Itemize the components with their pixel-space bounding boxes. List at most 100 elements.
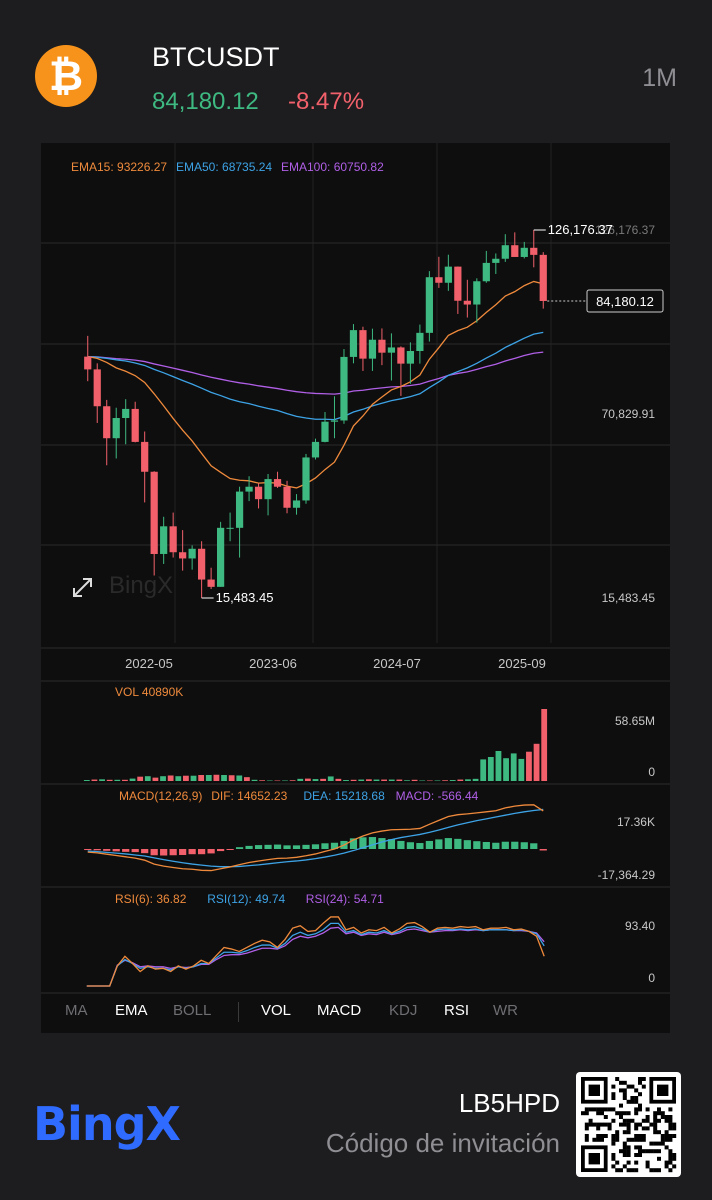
- candle-body: [245, 486, 253, 492]
- expand-icon: [73, 578, 92, 597]
- qr-module: [607, 1122, 612, 1127]
- interval-label[interactable]: 1M: [642, 64, 677, 92]
- qr-module: [634, 1096, 639, 1100]
- qr-module: [615, 1168, 620, 1173]
- macd-bar: [84, 849, 92, 851]
- tab-rsi[interactable]: RSI: [444, 1002, 470, 1019]
- qr-module: [668, 1137, 673, 1142]
- qr-module: [645, 1160, 650, 1165]
- date-axis-label: 2025-09: [498, 656, 546, 671]
- macd-bar: [131, 849, 139, 853]
- candle-body: [482, 262, 490, 282]
- qr-finder: [588, 1084, 600, 1096]
- tab-wr[interactable]: WR: [493, 1002, 518, 1019]
- qr-module: [626, 1099, 631, 1104]
- qr-module: [645, 1149, 650, 1154]
- volume-bar: [304, 778, 311, 781]
- tab-ema[interactable]: EMA: [115, 1002, 148, 1019]
- macd-bar: [169, 849, 177, 856]
- qr-module: [592, 1107, 597, 1112]
- volume-bar: [365, 779, 372, 781]
- volume-bar: [236, 775, 243, 781]
- qr-module: [615, 1134, 620, 1138]
- qr-finder: [657, 1084, 669, 1096]
- volume-bar: [99, 779, 105, 781]
- qr-module: [638, 1077, 642, 1081]
- qr-module: [668, 1107, 673, 1112]
- macd-bar: [292, 845, 301, 849]
- macd-bar: [264, 844, 272, 849]
- qr-module: [611, 1134, 616, 1138]
- macd-legend-item: DEA: 15218.68: [303, 789, 385, 803]
- candle-body: [435, 277, 443, 283]
- candle-body: [444, 266, 452, 283]
- qr-module: [630, 1096, 635, 1100]
- volume-bar: [442, 780, 448, 781]
- candle-body: [273, 479, 282, 487]
- qr-module: [622, 1122, 627, 1127]
- macd-bar: [368, 837, 377, 849]
- qr-module: [603, 1134, 608, 1138]
- qr-module: [603, 1107, 608, 1112]
- rsi-axis-zero: 0: [648, 971, 655, 985]
- qr-module: [622, 1149, 627, 1154]
- qr-module: [592, 1122, 597, 1127]
- tab-ma[interactable]: MA: [65, 1002, 88, 1019]
- volume-bar: [175, 776, 182, 781]
- macd-dif-line: [87, 804, 544, 872]
- candle-body: [492, 258, 500, 263]
- qr-module: [634, 1168, 639, 1173]
- qr-module: [664, 1137, 669, 1142]
- qr-module: [660, 1115, 665, 1119]
- qr-module: [657, 1168, 661, 1173]
- candle-body: [84, 356, 92, 370]
- qr-module: [588, 1118, 593, 1123]
- qr-module: [634, 1122, 639, 1127]
- candle-body: [416, 332, 424, 351]
- volume-bar: [487, 757, 494, 781]
- qr-code: [576, 1072, 681, 1177]
- qr-module: [626, 1168, 631, 1173]
- volume-bar: [335, 778, 342, 781]
- macd-bar: [273, 844, 282, 849]
- candle-body: [378, 339, 386, 353]
- qr-module: [596, 1111, 601, 1116]
- qr-module: [626, 1122, 631, 1127]
- volume-bar: [404, 780, 410, 781]
- qr-module: [600, 1134, 604, 1138]
- qr-module: [581, 1111, 585, 1116]
- candle-body: [188, 548, 196, 559]
- candle-body: [150, 471, 158, 554]
- volume-bars: [83, 709, 548, 782]
- candle-body: [141, 441, 149, 472]
- qr-module: [649, 1168, 654, 1173]
- qr-module: [634, 1137, 639, 1142]
- tab-vol[interactable]: VOL: [261, 1002, 292, 1019]
- volume-bar: [472, 778, 479, 781]
- macd-bar: [359, 837, 367, 849]
- qr-finder: [588, 1153, 600, 1165]
- qr-module: [653, 1115, 658, 1119]
- tab-macd[interactable]: MACD: [317, 1002, 362, 1019]
- macd-bar: [93, 849, 101, 851]
- chart-panel[interactable]: BingX EMA15: 93226.27 EMA50: 68735.24 EMA10…: [41, 143, 670, 1033]
- macd-bar: [378, 838, 386, 849]
- tab-boll[interactable]: BOLL: [173, 1002, 212, 1019]
- qr-module: [611, 1092, 616, 1097]
- volume-bar: [495, 751, 502, 781]
- qr-module: [653, 1149, 658, 1154]
- qr-module: [664, 1130, 669, 1135]
- qr-module: [649, 1122, 654, 1127]
- qr-module: [630, 1118, 635, 1123]
- qr-module: [641, 1126, 646, 1131]
- qr-module: [668, 1115, 673, 1119]
- qr-module: [664, 1134, 669, 1138]
- qr-module: [668, 1168, 673, 1173]
- qr-module: [626, 1145, 631, 1150]
- qr-module: [645, 1107, 650, 1112]
- volume-bar: [503, 758, 509, 781]
- current-price-value: 84,180.12: [596, 294, 654, 309]
- chart-svg[interactable]: BingX EMA15: 93226.27 EMA50: 68735.24 EMA10…: [41, 143, 670, 1033]
- candle-body: [520, 247, 528, 257]
- tab-kdj[interactable]: KDJ: [389, 1002, 418, 1019]
